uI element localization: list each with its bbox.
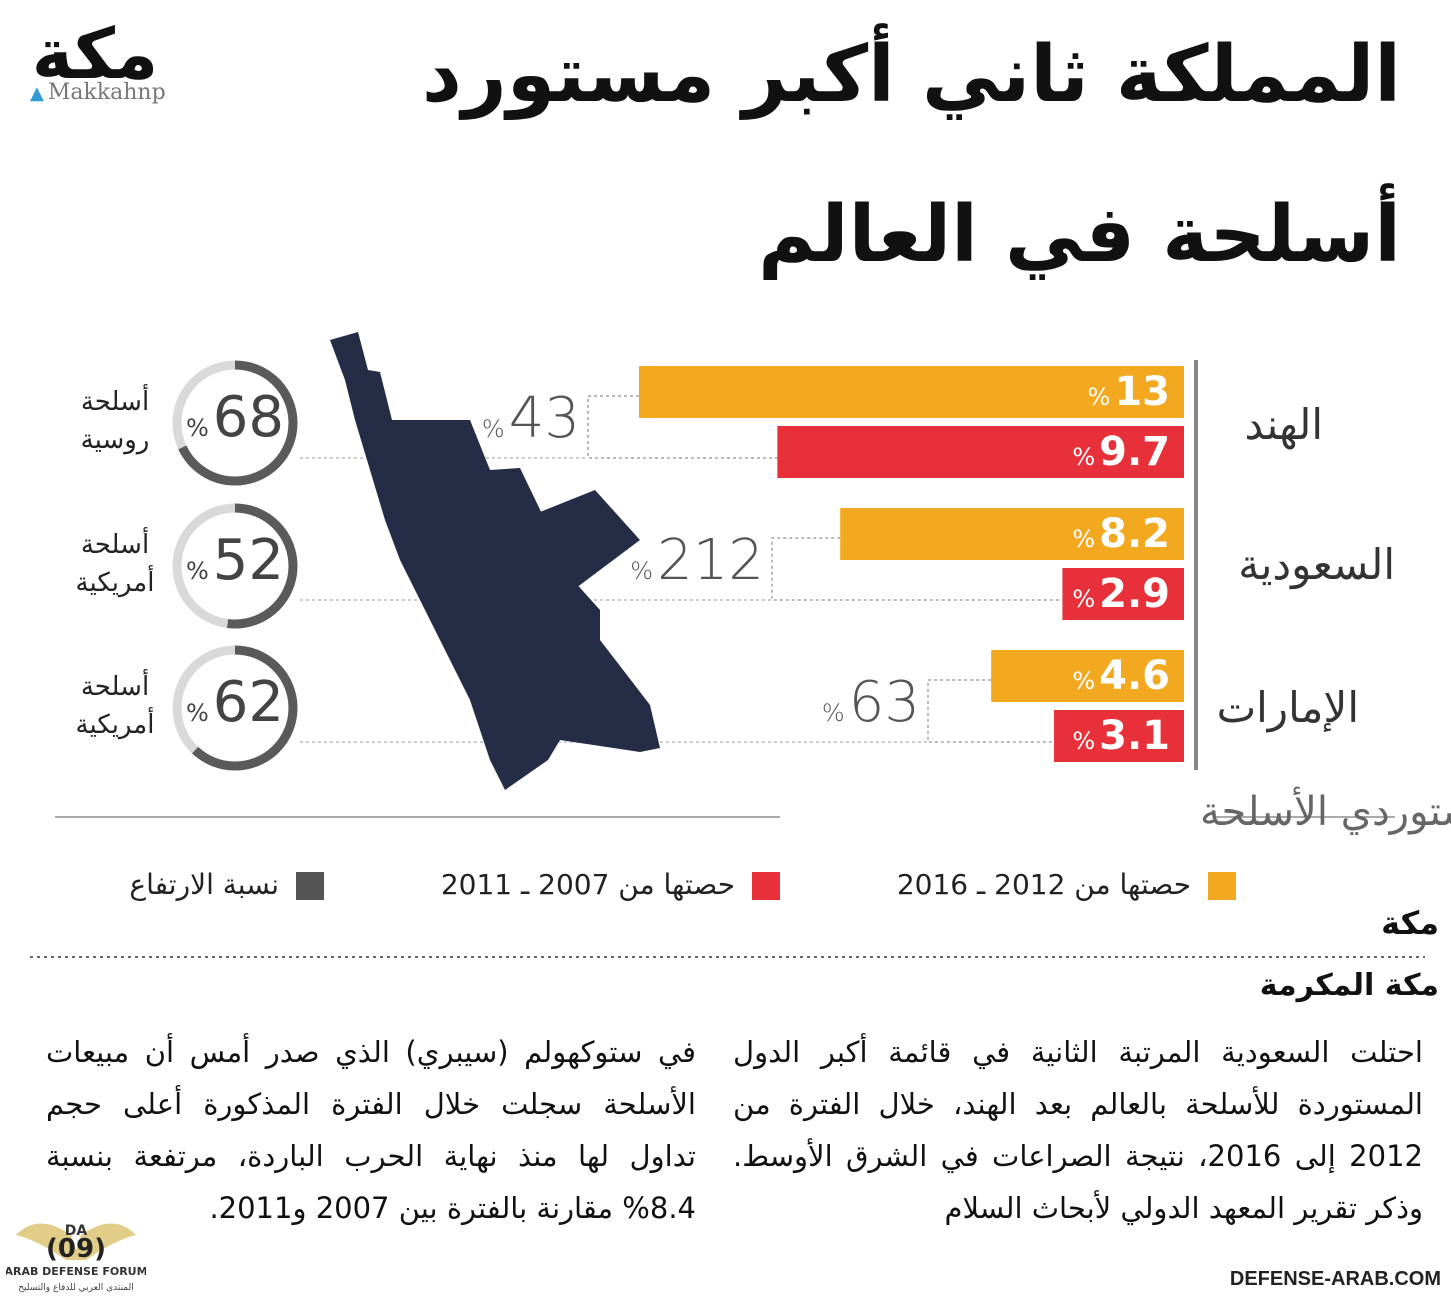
page-number: (09)	[46, 1234, 106, 1264]
legend-swatch-2012	[1208, 872, 1236, 900]
byline-divider	[30, 956, 1425, 958]
bar-value-label: % 4.6	[1072, 653, 1170, 699]
country-label-saudi: السعودية	[1238, 540, 1395, 589]
legend-swatch-2007	[752, 872, 780, 900]
increase-bracket	[587, 395, 778, 459]
forum-name-en: ARAB DEFENSE FORUM	[6, 1265, 146, 1278]
legend-label-2012: حصتها من 2012 ـ 2016	[896, 868, 1191, 901]
donuts-group	[172, 360, 298, 771]
increase-value-label: %63	[821, 670, 920, 735]
donut-value: %68	[185, 385, 285, 450]
bar-india-2007	[777, 426, 1184, 478]
bar-uae-2007	[1054, 710, 1184, 762]
bar-chart: أكبر مستوردي الأسلحة	[55, 332, 1451, 835]
byline-region: مكة المكرمة	[1259, 968, 1439, 1003]
bar-value-label: % 13	[1087, 369, 1170, 415]
bar-value-label: % 3.1	[1072, 713, 1170, 759]
increase-bracket	[927, 679, 1055, 743]
forum-watermark: DA (09) ARAB DEFENSE FORUM المنتدى العرب…	[6, 1223, 146, 1293]
legend-label-2007: حصتها من 2007 ـ 2011	[440, 868, 735, 901]
bar-saudi-2012	[840, 508, 1184, 560]
makkah-logo: مكة	[32, 22, 159, 84]
article-column-right: احتلت السعودية المرتبة الثانية في قائمة …	[733, 1035, 1423, 1225]
bar-uae-2012	[991, 650, 1184, 702]
bar-value-label: % 9.7	[1072, 429, 1170, 475]
forum-name-ar: المنتدى العربي للدفاع والتسليح	[18, 1283, 133, 1293]
bar-value-label: % 2.9	[1072, 571, 1170, 617]
forum-wings-icon	[16, 1223, 136, 1260]
donut-label: أسلحة روسية	[80, 387, 150, 455]
donut-value: %52	[185, 528, 285, 593]
donut-label: أسلحة أمريكية	[75, 672, 155, 740]
donut-arc	[172, 360, 298, 486]
logo-text: مكة	[32, 22, 159, 84]
bars-group	[639, 366, 1184, 762]
twitter-bird-icon: ▲	[30, 83, 44, 104]
bar-value-label: % 8.2	[1072, 511, 1170, 557]
article-column-left: في ستوكهولم (سيبري) الذي صدر أمس أن مبيع…	[46, 1035, 696, 1225]
byline-city: مكة	[1381, 904, 1439, 942]
donut-value: %62	[185, 670, 285, 735]
increase-value-label: %43	[481, 386, 580, 451]
donut-label: أسلحة أمريكية	[75, 530, 155, 598]
donut-arc	[172, 503, 298, 629]
page-title-line1: المملكة ثاني أكبر مستورد	[421, 30, 1401, 120]
bar-saudi-2007	[1062, 568, 1184, 620]
rifle-icon	[330, 332, 660, 790]
bar-india-2012	[639, 366, 1184, 418]
watermark-site: DEFENSE-ARAB.COM	[1229, 1268, 1441, 1290]
logo-handle: ▲ Makkahnp	[30, 80, 166, 105]
legend-label-increase: نسبة الارتفاع	[129, 868, 279, 901]
forum-badge: DA	[65, 1223, 88, 1239]
country-label-uae: الإمارات	[1216, 683, 1359, 732]
country-label-india: الهند	[1244, 400, 1323, 449]
page-title-line2: أسلحة في العالم	[758, 190, 1401, 280]
legend-swatch-increase	[296, 872, 324, 900]
increase-value-label: %212	[630, 528, 764, 593]
donut-arc	[172, 645, 298, 771]
chart-title: أكبر مستوردي الأسلحة	[1200, 785, 1451, 835]
